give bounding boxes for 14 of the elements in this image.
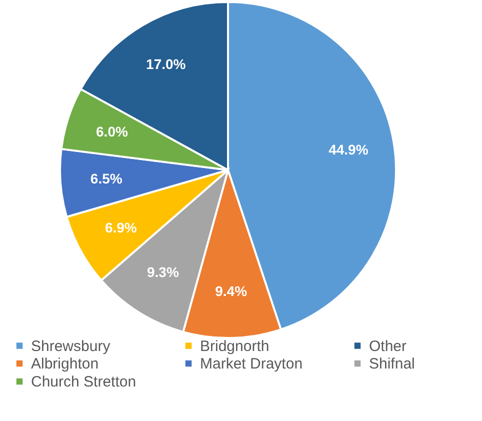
legend-label: Albrighton xyxy=(31,356,99,372)
legend-label: Other xyxy=(369,338,407,355)
legend-label: Church Stretton xyxy=(31,374,136,390)
legend-label: Bridgnorth xyxy=(200,338,270,355)
legend-label: Shifnal xyxy=(369,356,415,372)
data-label: 6.0% xyxy=(96,123,128,140)
data-label: 17.0% xyxy=(146,56,186,72)
legend-label: Market Drayton xyxy=(200,356,303,372)
data-label: 6.9% xyxy=(104,219,138,236)
legend-label: Shrewsbury xyxy=(31,338,111,355)
data-label: 9.4% xyxy=(215,282,248,299)
data-label: 9.3% xyxy=(146,264,180,280)
data-label: 6.5% xyxy=(90,170,123,187)
data-label: 44.9% xyxy=(328,142,369,158)
